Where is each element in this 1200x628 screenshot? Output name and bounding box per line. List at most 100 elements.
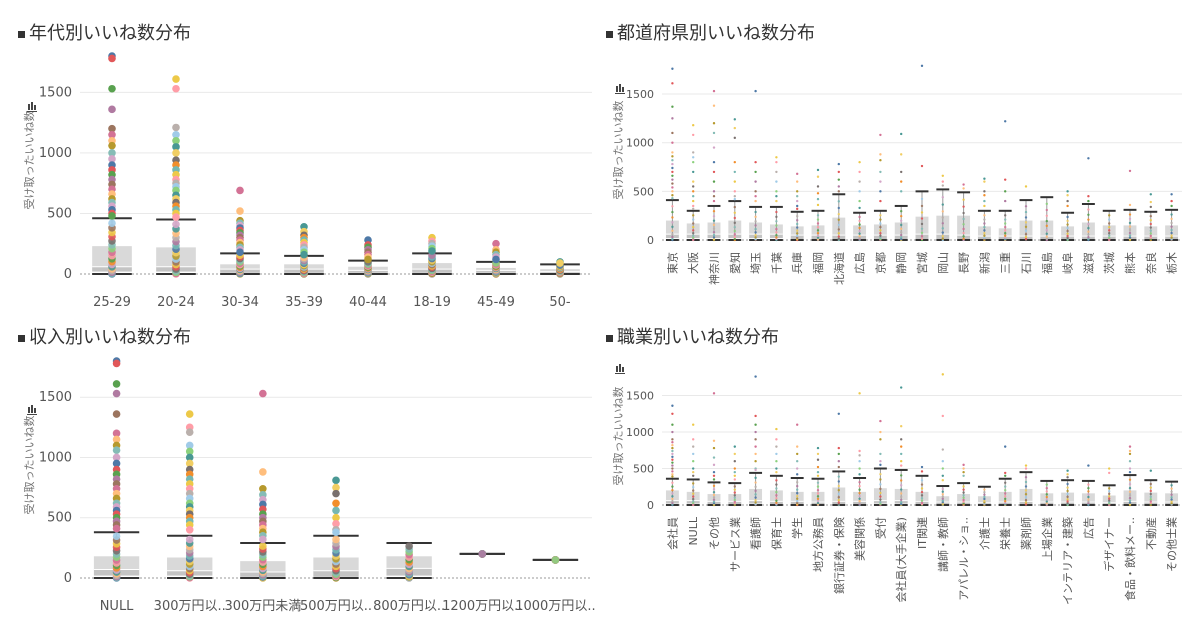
data-point <box>796 226 799 229</box>
data-point <box>712 223 716 227</box>
data-point <box>900 474 903 477</box>
data-point <box>1024 225 1028 229</box>
data-point <box>837 502 840 506</box>
y-tick-label: 1000 <box>39 450 72 465</box>
data-point <box>1170 490 1173 494</box>
data-point <box>983 493 986 496</box>
data-point <box>1004 229 1007 232</box>
outlier-point <box>692 195 695 198</box>
data-point <box>1108 225 1111 229</box>
data-point <box>816 495 820 498</box>
outlier-point <box>1066 204 1069 208</box>
outlier-point <box>712 131 716 135</box>
data-point <box>796 497 799 500</box>
data-point <box>775 490 778 494</box>
outlier-point <box>837 446 840 450</box>
outlier-point <box>692 123 695 127</box>
data-point <box>983 232 986 235</box>
bar-chart-icon-bar <box>619 364 621 372</box>
data-point <box>941 231 944 234</box>
data-point <box>1024 210 1028 214</box>
x-tick-label: 35-39 <box>285 295 323 310</box>
x-tick-label: 熊本 <box>1123 252 1137 274</box>
title-bullet <box>606 30 613 38</box>
data-point <box>754 496 757 499</box>
outlier-point <box>671 159 674 162</box>
data-point <box>816 497 820 501</box>
data-point <box>1024 476 1028 479</box>
data-point <box>1108 222 1111 225</box>
data-point <box>671 495 674 498</box>
data-point <box>879 502 882 506</box>
data-point <box>1045 228 1049 232</box>
x-tick-label: 500万円以.. <box>300 599 372 614</box>
chart-title-job-text: 職業別いいね数分布 <box>617 327 779 348</box>
data-point <box>1066 501 1069 505</box>
data-point <box>1128 501 1132 504</box>
data-point <box>671 235 674 239</box>
x-tick-label: 薬剤師 <box>1019 517 1033 550</box>
data-point <box>879 234 882 237</box>
data-point <box>837 200 840 203</box>
data-point <box>1004 499 1007 503</box>
data-point <box>733 235 736 239</box>
data-point <box>962 500 965 504</box>
x-tick-label: 地方公務員 <box>811 517 825 572</box>
data-point <box>712 484 716 488</box>
data-point <box>837 223 840 227</box>
outlier-point <box>692 156 695 159</box>
data-point <box>1170 213 1173 216</box>
data-point <box>1108 218 1111 221</box>
data-point <box>796 219 799 222</box>
data-point <box>1108 236 1111 239</box>
data-point <box>1004 495 1007 498</box>
outlier-point <box>172 143 180 151</box>
outlier-point <box>879 452 882 456</box>
outlier-point <box>837 170 840 174</box>
data-point <box>920 483 924 486</box>
data-point <box>920 497 924 500</box>
data-point <box>879 478 882 481</box>
data-point <box>1024 492 1028 496</box>
x-tick-label: 20-24 <box>157 295 195 310</box>
data-point <box>1004 492 1007 495</box>
outlier-point <box>300 250 308 259</box>
outlier-point <box>108 124 116 133</box>
outlier-point <box>692 438 695 441</box>
outlier-point <box>879 463 882 467</box>
x-tick-label: 栃木 <box>1165 252 1179 274</box>
outlier-point <box>754 180 757 183</box>
data-point <box>1066 495 1069 499</box>
data-point <box>837 218 840 222</box>
x-tick-label: 800万円以.. <box>373 599 445 614</box>
outlier-point <box>816 203 820 207</box>
data-point <box>962 223 965 226</box>
outlier-point <box>671 441 674 444</box>
data-point <box>692 495 695 498</box>
y-tick-label: 0 <box>64 267 72 282</box>
outlier-point <box>108 149 116 157</box>
data-point <box>962 198 965 201</box>
bar-chart-icon <box>615 364 625 374</box>
data-point <box>754 237 757 241</box>
outlier-point <box>900 153 903 156</box>
outlier-point <box>259 485 267 493</box>
data-point <box>1170 496 1173 499</box>
data-point <box>858 219 861 223</box>
outlier-point <box>185 428 194 436</box>
data-point <box>983 229 986 232</box>
outlier-point <box>733 195 736 198</box>
outlier-point <box>692 185 695 188</box>
data-point <box>1170 484 1173 487</box>
data-point <box>1087 237 1090 241</box>
outlier-point <box>941 174 944 177</box>
outlier-point <box>754 430 757 434</box>
data-point <box>671 229 674 232</box>
data-point <box>900 214 903 218</box>
outlier-point <box>332 483 340 492</box>
outlier-point <box>837 178 840 181</box>
data-point <box>754 493 757 496</box>
data-point <box>962 498 965 502</box>
data-point <box>1045 235 1049 238</box>
data-point <box>712 237 716 241</box>
